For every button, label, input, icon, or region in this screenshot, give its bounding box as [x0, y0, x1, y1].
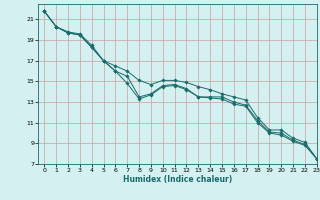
X-axis label: Humidex (Indice chaleur): Humidex (Indice chaleur): [123, 175, 232, 184]
